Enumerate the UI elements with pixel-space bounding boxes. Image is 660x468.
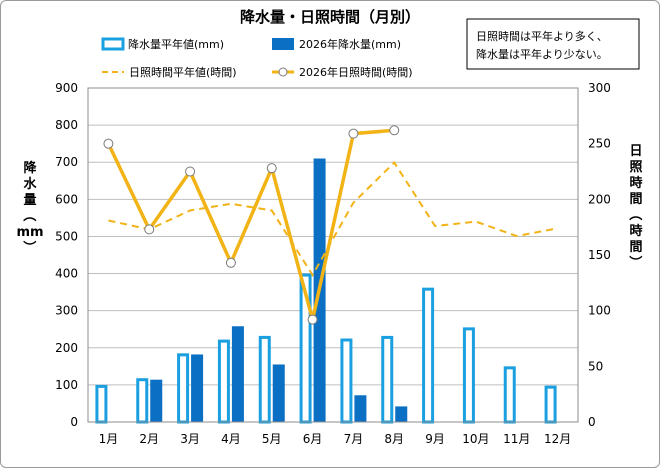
- lines: [103, 125, 558, 325]
- point-2026-sun: [144, 224, 155, 235]
- y-right-axis-label: 間: [629, 240, 642, 255]
- y-left-tick-label: 100: [55, 378, 78, 392]
- grid: [88, 87, 578, 423]
- point-2026-sun: [185, 166, 196, 177]
- x-tick-label: 5月: [262, 432, 282, 446]
- point-2026-sun: [389, 125, 400, 136]
- annotation-line-2: 降水量は平年より少ない。: [476, 47, 608, 61]
- legend-label-2026-precip: 2026年降水量(mm): [299, 37, 401, 51]
- point-2026-sun: [307, 314, 318, 325]
- bar-2026-precip: [354, 395, 367, 422]
- x-tick-label: 3月: [180, 432, 200, 446]
- y-right-axis-label: 照: [629, 160, 642, 175]
- chart-title: 降水量・日照時間（月別）: [240, 8, 420, 26]
- y-right-tick-label: 100: [588, 304, 611, 318]
- bar-normal-precip: [340, 338, 353, 424]
- bar-2026-precip: [272, 364, 285, 422]
- x-tick-label: 6月: [303, 432, 323, 446]
- line-normal-sun: [108, 161, 558, 277]
- y-right-tick-label: 50: [588, 359, 603, 373]
- y-right-axis-label: 間: [629, 192, 642, 207]
- bar-normal-precip: [503, 366, 516, 424]
- y-right-tick-label: 200: [588, 192, 611, 206]
- y-left-axis-label: 水: [23, 176, 37, 192]
- y-right-tick-label: 250: [588, 137, 611, 151]
- y-right-tick-label: 150: [588, 248, 611, 262]
- y-left-tick-label: 800: [55, 118, 78, 132]
- legend: 降水量平年値(mm) 2026年降水量(mm) 日照時間平年値(時間) 2026…: [101, 37, 413, 79]
- y-left-tick-label: 900: [55, 81, 78, 95]
- y-right-axis-label: 日: [629, 144, 642, 159]
- legend-swatch-2026-precip: [272, 38, 294, 50]
- x-tick-label: 7月: [344, 432, 364, 446]
- legend-label-normal-precip: 降水量平年値(mm): [128, 37, 224, 51]
- point-2026-sun: [225, 257, 236, 268]
- bar-normal-precip: [177, 353, 190, 424]
- x-tick-label: 4月: [221, 432, 241, 446]
- y-left-tick-label: 700: [55, 155, 78, 169]
- x-tick-label: 10月: [462, 432, 489, 446]
- bar-normal-precip: [217, 339, 230, 424]
- y-right-axis-label: ）: [627, 255, 643, 268]
- bar-2026-precip: [191, 354, 204, 422]
- y-right-tick-label: 0: [588, 415, 596, 429]
- y-left-tick-label: 300: [55, 304, 78, 318]
- bar-normal-precip: [462, 327, 475, 424]
- legend-swatch-normal-precip: [101, 37, 125, 51]
- y-left-tick-label: 500: [55, 229, 78, 243]
- x-tick-label: 2月: [139, 432, 159, 446]
- line-2026-sun: [106, 128, 395, 322]
- bar-normal-precip: [381, 335, 394, 424]
- y-left-axis-label: 量: [23, 193, 36, 208]
- legend-swatch-2026-sun-marker: [278, 67, 288, 77]
- y-left-axis-label: 降: [23, 160, 37, 176]
- bar-normal-precip: [95, 384, 108, 424]
- y-left-axis-label: mm: [16, 225, 43, 240]
- y-left-tick-label: 600: [55, 192, 78, 206]
- x-tick-label: 1月: [99, 432, 119, 446]
- bar-normal-precip: [258, 335, 271, 424]
- x-tick-label: 11月: [503, 432, 530, 446]
- y-right-axis-label: 時: [629, 223, 642, 239]
- y-right-axis-label: 時: [629, 175, 642, 191]
- y-right-axis-label: （: [627, 207, 643, 220]
- bar-2026-precip: [231, 326, 244, 422]
- y-left-axis-label: （: [21, 208, 37, 221]
- point-2026-sun: [348, 128, 359, 139]
- bar-normal-precip: [422, 287, 435, 424]
- x-tick-label: 9月: [425, 432, 445, 446]
- plot-area: [87, 87, 579, 423]
- bar-2026-precip: [150, 379, 163, 422]
- annotation-line-1: 日照時間は平年より多く、: [476, 29, 608, 43]
- legend-label-2026-sun: 2026年日照時間(時間): [299, 65, 413, 79]
- axes: 0 100 200 300 400 500 600 700 800 900 0 50 100 150 200…: [16, 81, 643, 446]
- annotation-border: [466, 18, 640, 70]
- bar-2026-precip: [395, 406, 408, 422]
- point-2026-sun: [103, 138, 114, 149]
- x-tick-label: 12月: [544, 432, 571, 446]
- bars: [95, 158, 557, 424]
- y-right-tick-label: 300: [588, 81, 611, 95]
- x-tick-label: 8月: [384, 432, 404, 446]
- legend-label-normal-sun: 日照時間平年値(時間): [129, 65, 237, 79]
- y-left-axis-label: ）: [21, 240, 37, 253]
- y-left-tick-label: 0: [70, 415, 78, 429]
- y-left-tick-label: 400: [55, 267, 78, 281]
- bar-normal-precip: [544, 385, 557, 424]
- bar-normal-precip: [136, 378, 149, 424]
- annotation-box: 日照時間は平年より多く、 降水量は平年より少ない。: [466, 18, 640, 70]
- y-left-tick-label: 200: [55, 341, 78, 355]
- point-2026-sun: [266, 163, 277, 174]
